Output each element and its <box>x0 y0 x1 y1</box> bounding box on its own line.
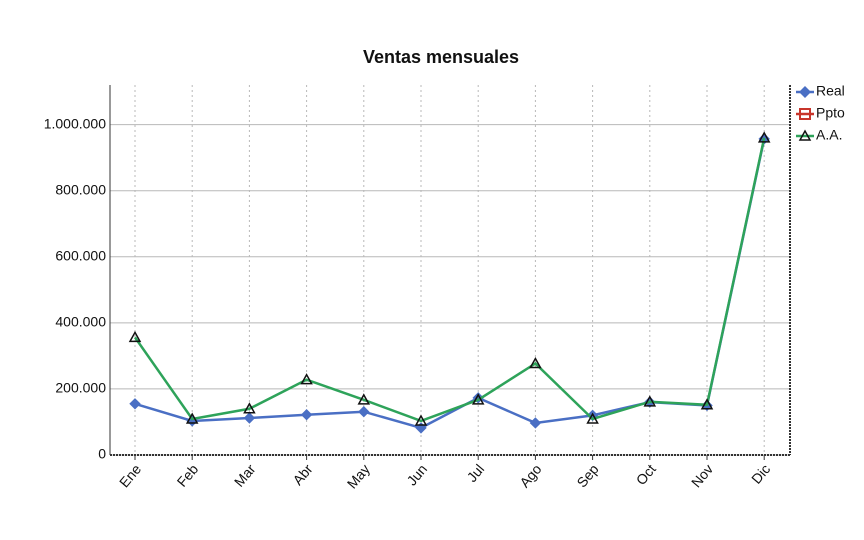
x-tick-label: Sep <box>573 461 601 491</box>
point <box>358 406 370 418</box>
point <box>300 373 313 385</box>
point <box>300 408 313 421</box>
series-line <box>134 138 766 430</box>
x-tick-label: Jul <box>464 461 488 485</box>
point <box>471 393 485 405</box>
y-tick-label: 200.000 <box>55 380 106 396</box>
point <box>243 412 256 424</box>
legend-marker <box>799 86 811 98</box>
x-tick-label: Dic <box>748 461 773 487</box>
point <box>128 330 142 343</box>
legend-label: Ppto <box>816 105 845 121</box>
point <box>129 398 141 410</box>
legend-marker <box>798 129 812 141</box>
point <box>529 417 542 429</box>
legend-marker <box>799 108 811 120</box>
x-tick-label: Oct <box>633 461 659 488</box>
x-tick-label: Nov <box>688 461 716 490</box>
y-tick-label: 0 <box>98 446 106 462</box>
legend-label: Real <box>816 83 845 99</box>
chart-title: Ventas mensuales <box>363 47 519 67</box>
point <box>757 131 771 143</box>
y-tick-label: 1.000.000 <box>44 115 106 131</box>
point <box>529 356 542 369</box>
y-tick-label: 800.000 <box>55 181 106 197</box>
x-tick-label: Ene <box>116 461 144 491</box>
x-tick-label: Ago <box>516 461 544 491</box>
x-tick-label: Mar <box>231 461 259 490</box>
point <box>643 395 657 407</box>
series-line <box>133 137 766 423</box>
x-tick-label: Feb <box>174 461 202 490</box>
x-tick-label: Abr <box>289 461 315 488</box>
y-tick-label: 600.000 <box>55 247 106 263</box>
point <box>243 402 256 414</box>
point <box>700 398 714 410</box>
point <box>357 393 371 405</box>
y-tick-label: 400.000 <box>55 314 106 330</box>
legend-label: A.A. <box>816 127 842 143</box>
point <box>414 414 428 426</box>
point <box>185 412 199 424</box>
point <box>586 412 599 424</box>
x-tick-label: Jun <box>403 461 430 489</box>
x-tick-label: May <box>344 461 373 492</box>
